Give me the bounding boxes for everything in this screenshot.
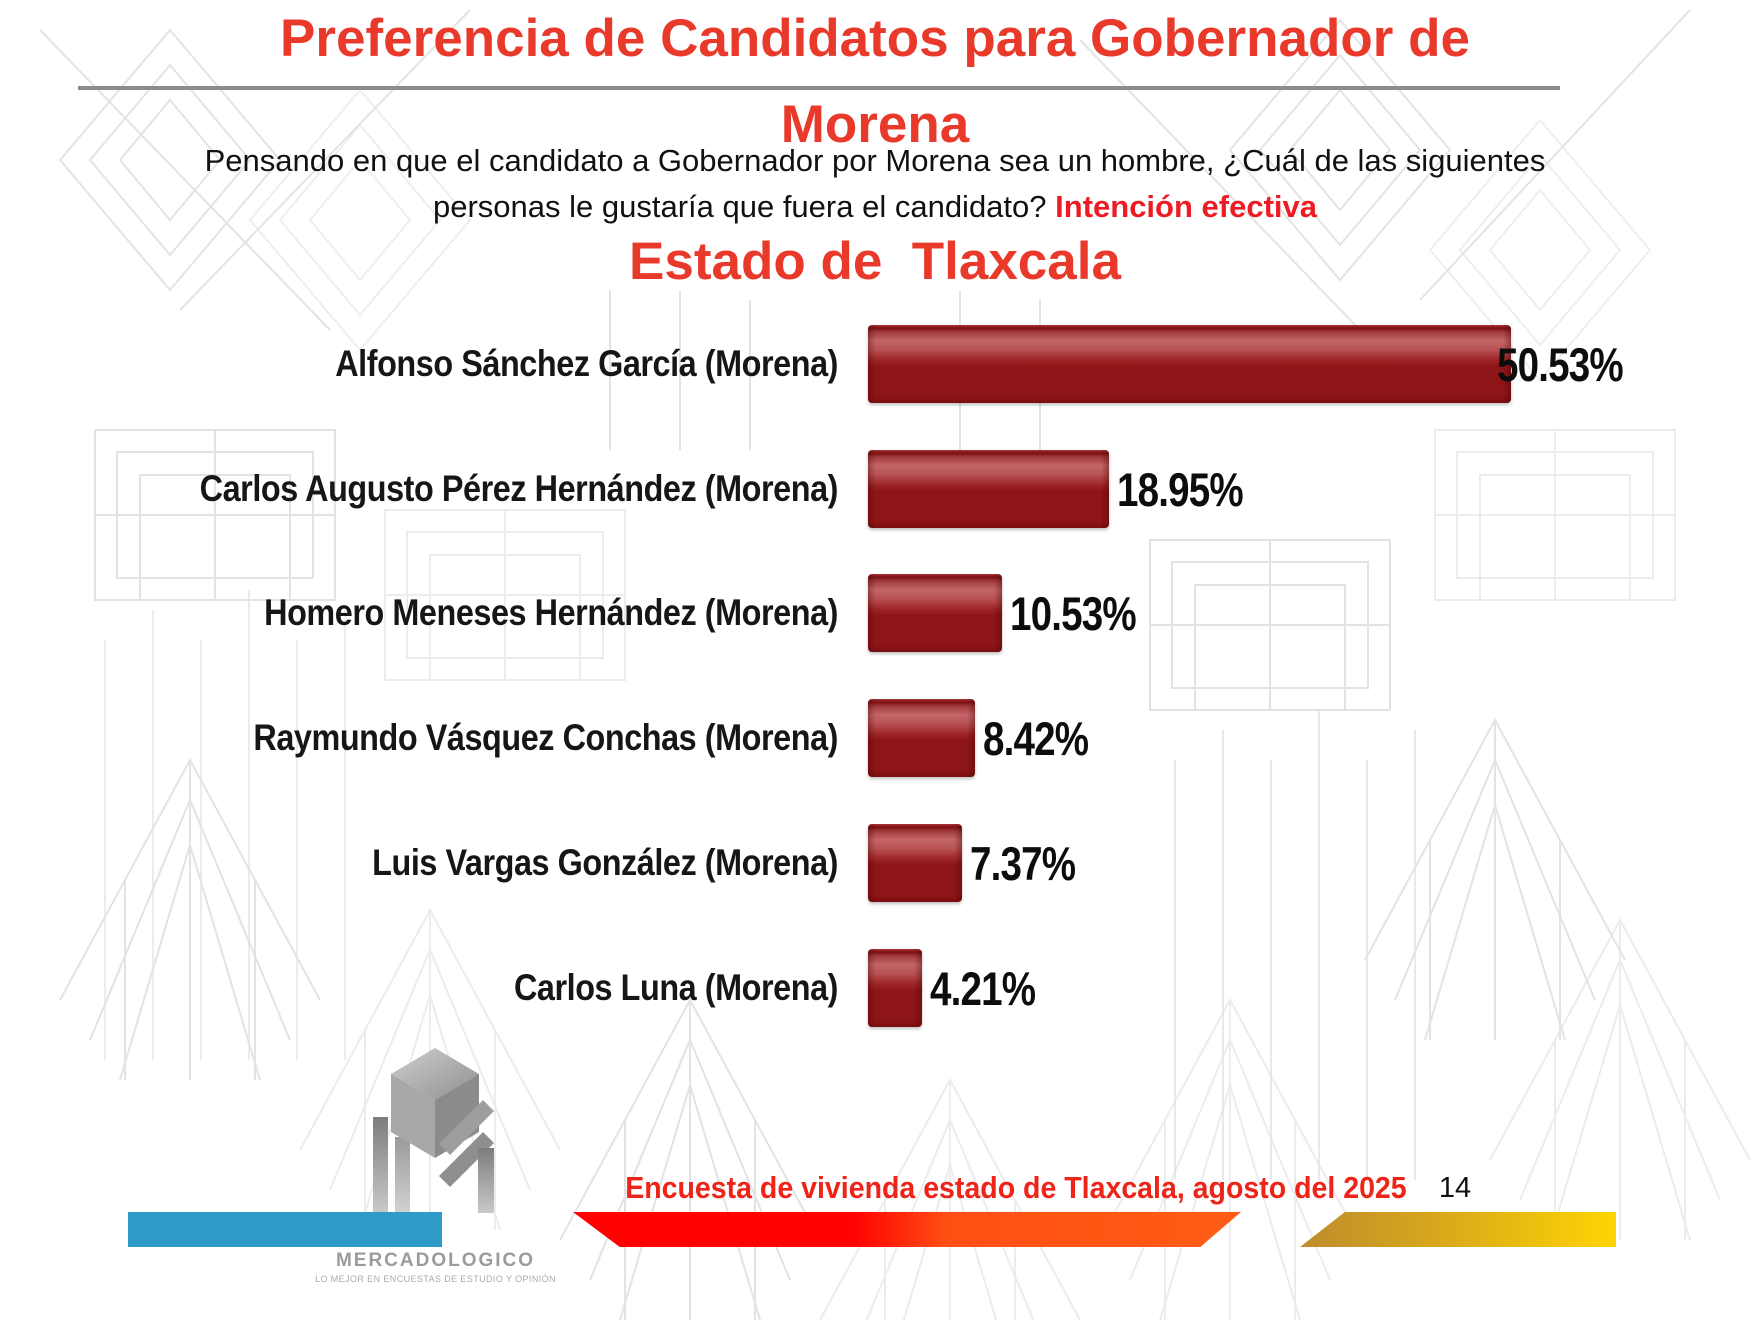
candidate-bar (868, 699, 975, 777)
brand-tagline: LO MEJOR EN ENCUESTAS DE ESTUDIO Y OPINI… (315, 1274, 556, 1284)
value-label: 8.42% (983, 712, 1089, 765)
candidate-bar (868, 574, 1002, 652)
candidate-bar (868, 325, 1511, 403)
footer-accent-bar-red (573, 1212, 1241, 1247)
candidate-label: Alfonso Sánchez García (Morena) (335, 343, 838, 384)
title-underline-rule (78, 86, 1560, 90)
candidate-label: Carlos Augusto Pérez Hernández (Morena) (199, 468, 839, 509)
candidate-label: Homero Meneses Hernández (Morena) (264, 592, 838, 633)
candidate-bar (868, 450, 1109, 528)
candidate-bar (868, 824, 962, 902)
brand-name: MERCADOLOGICO (335, 1250, 536, 1271)
page-title-line1: Preferencia de Candidatos para Gobernado… (280, 9, 1470, 68)
survey-question-line2: personas le gustaría que fuera el candid… (432, 189, 1056, 224)
survey-question: Pensando en que el candidato a Gobernado… (100, 138, 1650, 230)
value-label: 4.21% (930, 962, 1036, 1015)
chart-row: Carlos Augusto Pérez Hernández (Morena) 1… (0, 450, 1750, 528)
candidate-bar (868, 949, 922, 1027)
value-label: 10.53% (1010, 587, 1137, 640)
chart-row: Homero Meneses Hernández (Morena) 10.53% (0, 574, 1750, 652)
candidate-label: Carlos Luna (Morena) (513, 967, 838, 1008)
value-label: 18.95% (1117, 463, 1244, 516)
mercadologico-logo: MERCADOLOGICO LO MEJOR EN ENCUESTAS DE E… (315, 1040, 556, 1284)
survey-footnote: Encuesta de vivienda estado de Tlaxcala,… (625, 1170, 1407, 1205)
region-title: Estado de Tlaxcala (629, 232, 1121, 291)
value-label: 7.37% (970, 837, 1076, 890)
survey-question-line1: Pensando en que el candidato a Gobernado… (204, 143, 1546, 178)
candidate-label: Luis Vargas González (Morena) (372, 842, 838, 883)
chart-row: Raymundo Vásquez Conchas (Morena) 8.42% (0, 699, 1750, 777)
chart-row: Luis Vargas González (Morena) 7.37% (0, 824, 1750, 902)
effective-intention-highlight: Intención efectiva (1055, 189, 1317, 224)
value-label: 50.53% (1497, 338, 1624, 391)
page-number: 14 (1438, 1172, 1472, 1204)
candidate-label: Raymundo Vásquez Conchas (Morena) (253, 717, 838, 758)
footer-accent-bar-blue (128, 1212, 442, 1247)
chart-row: Carlos Luna (Morena) 4.21% (0, 949, 1750, 1027)
page-title-line2: Morena (780, 95, 970, 154)
chart-row: Alfonso Sánchez García (Morena) 50.53% (0, 325, 1750, 403)
footer-accent-bar-gold (1300, 1212, 1616, 1247)
logo-mark (373, 1048, 494, 1216)
